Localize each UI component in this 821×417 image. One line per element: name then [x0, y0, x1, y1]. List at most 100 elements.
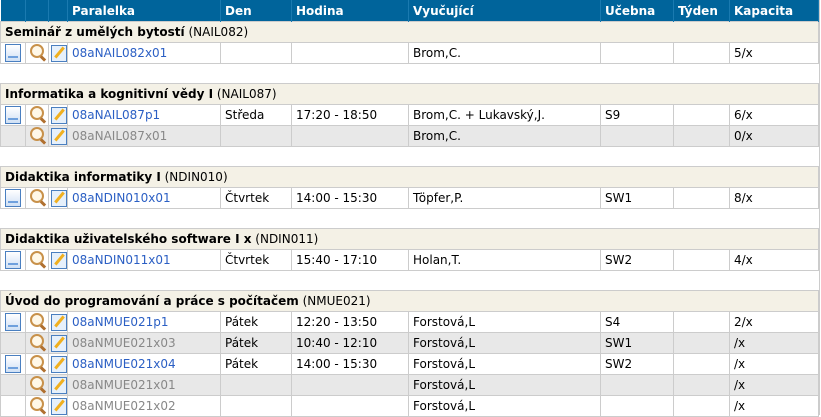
den-cell	[220, 395, 292, 417]
edit-icon[interactable]	[51, 334, 67, 352]
paralelka-link[interactable]: 08aNMUE021x03	[72, 336, 176, 350]
paralelka-link[interactable]: 08aNMUE021x04	[72, 357, 176, 371]
magnifier-icon[interactable]	[30, 106, 44, 121]
vyucujici-cell: Holan,T.	[408, 249, 601, 271]
paralelka-link[interactable]: 08aNMUE021p1	[72, 315, 169, 329]
magnifier-icon[interactable]	[30, 251, 44, 266]
edit-icon[interactable]	[51, 313, 67, 331]
den-cell	[220, 42, 292, 64]
magnifier-icon[interactable]	[30, 334, 44, 349]
paralelka-link[interactable]: 08aNAIL087x01	[72, 129, 168, 143]
col-ucebna: Učebna	[600, 0, 674, 22]
paralelka-link[interactable]: 08aNMUE021x02	[72, 399, 176, 413]
hodina-cell: 14:00 - 15:30	[291, 187, 409, 209]
hodina-cell: 12:20 - 13:50	[291, 311, 409, 333]
course-code: (NDIN010)	[164, 170, 228, 184]
magnifier-icon[interactable]	[30, 189, 44, 204]
ucebna-cell: SW2	[600, 249, 674, 271]
vyucujici-cell: Forstová,L	[408, 353, 601, 375]
kapacita-cell: 8/x	[729, 187, 819, 209]
den-cell: Pátek	[220, 311, 292, 333]
tyden-cell	[673, 187, 730, 209]
tyden-cell	[673, 332, 730, 354]
document-icon[interactable]	[5, 189, 21, 207]
course-title-row: Úvod do programování a práce s počítačem…	[0, 290, 819, 312]
magnifier-icon[interactable]	[30, 313, 44, 328]
course-name: Seminář z umělých bytostí	[5, 25, 185, 39]
course-code: (NMUE021)	[302, 294, 371, 308]
kapacita-cell: 0/x	[729, 125, 819, 147]
magnifier-icon[interactable]	[30, 127, 44, 142]
col-tyden: Týden	[673, 0, 730, 22]
document-icon[interactable]	[5, 251, 21, 269]
paralelka-link[interactable]: 08aNMUE021x01	[72, 378, 176, 392]
course-title-row: Didaktika informatiky I (NDIN010)	[0, 166, 819, 188]
vyucujici-cell: Forstová,L	[408, 311, 601, 333]
col-den: Den	[220, 0, 292, 22]
magnifier-icon[interactable]	[30, 397, 44, 412]
ucebna-cell: S4	[600, 311, 674, 333]
document-icon[interactable]	[5, 106, 21, 124]
kapacita-cell: 2/x	[729, 311, 819, 333]
paralelka-link[interactable]: 08aNDIN011x01	[72, 253, 171, 267]
course-name: Informatika a kognitivní vědy I	[5, 87, 214, 101]
course-title-row: Informatika a kognitivní vědy I (NAIL087…	[0, 83, 819, 105]
hodina-cell	[291, 42, 409, 64]
magnifier-icon[interactable]	[30, 44, 44, 59]
ucebna-cell: SW1	[600, 332, 674, 354]
tyden-cell	[673, 125, 730, 147]
ucebna-cell	[600, 125, 674, 147]
edit-icon[interactable]	[51, 355, 67, 373]
ucebna-cell	[600, 42, 674, 64]
kapacita-cell: 5/x	[729, 42, 819, 64]
edit-icon[interactable]	[51, 251, 67, 269]
ucebna-cell	[600, 395, 674, 417]
vyucujici-cell: Töpfer,P.	[408, 187, 601, 209]
edit-icon[interactable]	[51, 127, 67, 145]
paralelka-link[interactable]: 08aNAIL087p1	[72, 108, 161, 122]
document-icon[interactable]	[5, 44, 21, 62]
table-row: 08aNAIL087x01 Brom,C. 0/x	[0, 125, 819, 147]
vyucujici-cell: Brom,C. + Lukavský,J.	[408, 104, 601, 126]
tyden-cell	[673, 353, 730, 375]
course-name: Úvod do programování a práce s počítačem	[5, 294, 299, 308]
edit-icon[interactable]	[51, 106, 67, 124]
course-code: (NAIL087)	[216, 87, 277, 101]
table-row: 08aNAIL087p1 Středa 17:20 - 18:50 Brom,C…	[0, 104, 819, 126]
tyden-cell	[673, 104, 730, 126]
kapacita-cell: /x	[729, 332, 819, 354]
course-name: Didaktika uživatelského software I x	[5, 232, 252, 246]
paralelka-link[interactable]: 08aNAIL082x01	[72, 46, 168, 60]
vyucujici-cell: Brom,C.	[408, 125, 601, 147]
vyucujici-cell: Forstová,L	[408, 395, 601, 417]
table-row: 08aNMUE021x03 Pátek 10:40 - 12:10 Forsto…	[0, 332, 819, 354]
hodina-cell: 10:40 - 12:10	[291, 332, 409, 354]
edit-icon[interactable]	[51, 44, 67, 62]
kapacita-cell: /x	[729, 353, 819, 375]
table-row: 08aNMUE021x02 Forstová,L /x	[0, 395, 819, 417]
magnifier-icon[interactable]	[30, 376, 44, 391]
edit-icon[interactable]	[51, 376, 67, 394]
kapacita-cell: /x	[729, 395, 819, 417]
tyden-cell	[673, 374, 730, 396]
course-name: Didaktika informatiky I	[5, 170, 161, 184]
den-cell: Čtvrtek	[220, 249, 292, 271]
table-row: 08aNDIN010x01 Čtvrtek 14:00 - 15:30 Töpf…	[0, 187, 819, 209]
hodina-cell: 17:20 - 18:50	[291, 104, 409, 126]
edit-icon[interactable]	[51, 189, 67, 207]
document-icon[interactable]	[5, 355, 21, 373]
paralelka-link[interactable]: 08aNDIN010x01	[72, 191, 171, 205]
ucebna-cell: S9	[600, 104, 674, 126]
table-row: 08aNMUE021x01 Forstová,L /x	[0, 374, 819, 396]
table-row: 08aNMUE021x04 Pátek 14:00 - 15:30 Forsto…	[0, 353, 819, 375]
table-header: Paralelka Den Hodina Vyučující Učebna Tý…	[0, 0, 819, 22]
document-icon[interactable]	[5, 313, 21, 331]
ucebna-cell: SW2	[600, 353, 674, 375]
magnifier-icon[interactable]	[30, 355, 44, 370]
table-row: 08aNMUE021p1 Pátek 12:20 - 13:50 Forstov…	[0, 311, 819, 333]
course-title-row: Didaktika uživatelského software I x (ND…	[0, 228, 819, 250]
den-cell	[220, 125, 292, 147]
table-row: 08aNDIN011x01 Čtvrtek 15:40 - 17:10 Hola…	[0, 249, 819, 271]
edit-icon[interactable]	[51, 397, 67, 415]
